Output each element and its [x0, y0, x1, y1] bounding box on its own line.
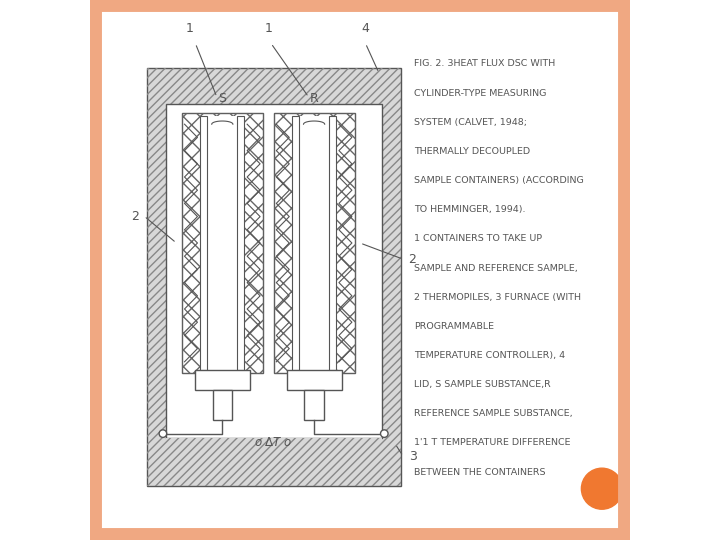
Text: PROGRAMMABLE: PROGRAMMABLE — [414, 322, 494, 331]
Circle shape — [159, 430, 167, 437]
Text: S: S — [218, 92, 226, 105]
Text: SAMPLE CONTAINERS) (ACCORDING: SAMPLE CONTAINERS) (ACCORDING — [414, 176, 584, 185]
Bar — [147, 68, 400, 486]
Text: o $\Delta T$ o: o $\Delta T$ o — [254, 436, 293, 449]
Bar — [200, 116, 207, 370]
Bar — [212, 390, 232, 420]
Text: SAMPLE AND REFERENCE SAMPLE,: SAMPLE AND REFERENCE SAMPLE, — [414, 264, 577, 273]
Text: 1: 1 — [186, 22, 194, 35]
Bar — [305, 390, 324, 420]
Circle shape — [380, 430, 388, 437]
Bar — [181, 113, 263, 373]
Text: BETWEEN THE CONTAINERS: BETWEEN THE CONTAINERS — [414, 468, 546, 477]
Bar — [166, 438, 382, 481]
Bar — [274, 113, 355, 373]
Bar — [287, 370, 341, 390]
Text: 1: 1 — [264, 22, 272, 35]
Bar — [238, 116, 245, 370]
Bar — [194, 370, 250, 390]
Text: 2: 2 — [409, 253, 416, 266]
Text: REFERENCE SAMPLE SUBSTANCE,: REFERENCE SAMPLE SUBSTANCE, — [414, 409, 572, 418]
Bar — [292, 116, 299, 370]
Bar — [274, 113, 355, 373]
Text: R: R — [310, 92, 318, 105]
Text: 4: 4 — [361, 22, 369, 35]
Text: THERMALLY DECOUPLED: THERMALLY DECOUPLED — [414, 147, 530, 156]
Bar — [299, 116, 329, 370]
Text: LID, S SAMPLE SUBSTANCE,R: LID, S SAMPLE SUBSTANCE,R — [414, 380, 551, 389]
Circle shape — [582, 468, 622, 509]
Bar — [329, 116, 336, 370]
Text: 2 THERMOPILES, 3 FURNACE (WITH: 2 THERMOPILES, 3 FURNACE (WITH — [414, 293, 581, 302]
Text: TEMPERATURE CONTROLLER), 4: TEMPERATURE CONTROLLER), 4 — [414, 351, 565, 360]
Text: CYLINDER-TYPE MEASURING: CYLINDER-TYPE MEASURING — [414, 89, 546, 98]
Text: SYSTEM (CALVET, 1948;: SYSTEM (CALVET, 1948; — [414, 118, 527, 127]
Bar — [166, 104, 382, 438]
Text: 1'1 T TEMPERATURE DIFFERENCE: 1'1 T TEMPERATURE DIFFERENCE — [414, 438, 570, 448]
Bar — [166, 438, 382, 481]
Text: TO HEMMINGER, 1994).: TO HEMMINGER, 1994). — [414, 205, 526, 214]
Text: FIG. 2. 3HEAT FLUX DSC WITH: FIG. 2. 3HEAT FLUX DSC WITH — [414, 59, 555, 69]
Bar — [181, 113, 263, 373]
Text: 2: 2 — [131, 210, 138, 222]
Bar — [207, 116, 238, 370]
Text: 3: 3 — [409, 450, 416, 463]
Text: 1 CONTAINERS TO TAKE UP: 1 CONTAINERS TO TAKE UP — [414, 234, 542, 244]
Bar — [147, 68, 400, 486]
